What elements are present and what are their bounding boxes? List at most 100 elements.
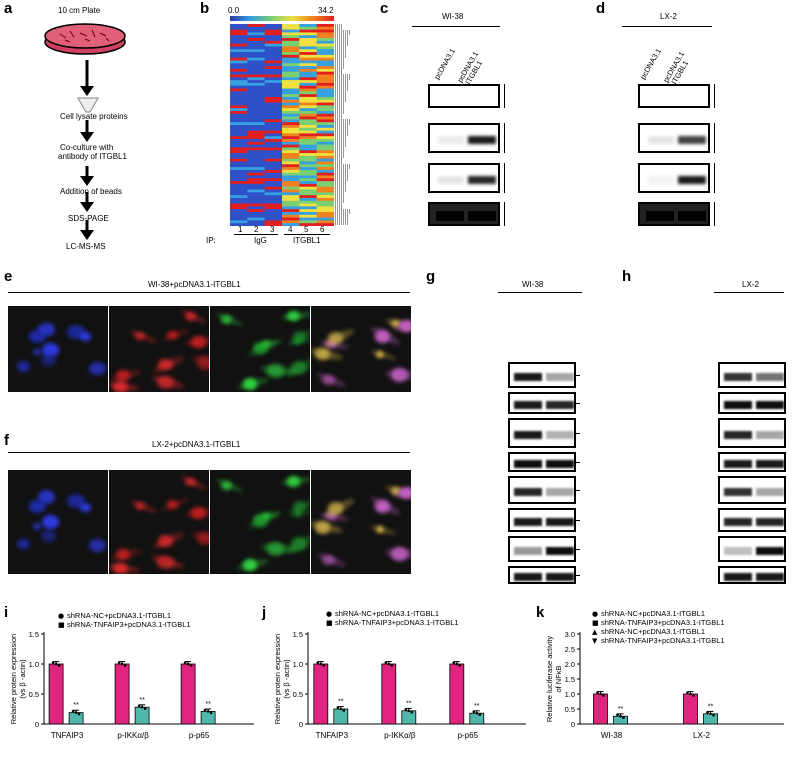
heatmap-cell [282, 49, 300, 53]
heatmap-cell [316, 223, 334, 226]
c-title-line [412, 26, 500, 27]
cell-body [215, 477, 244, 495]
heatmap-cell [316, 209, 334, 213]
cell [286, 476, 300, 487]
heatmap-cell [264, 57, 283, 61]
band [514, 431, 542, 439]
heatmap-cell [282, 91, 300, 95]
heatmap-cell [299, 200, 318, 205]
heatmap-cell [299, 91, 318, 95]
lane-5: 5 [304, 225, 309, 234]
heatmap-cell [247, 141, 266, 146]
heatmap-cell [230, 38, 248, 42]
heatmap-cell [299, 186, 318, 191]
cell [325, 511, 337, 521]
d-lane-1: pcDNA3.1 [638, 46, 664, 81]
heatmap-cell [247, 80, 266, 84]
heatmap-cell [299, 57, 318, 61]
cell [292, 331, 306, 342]
heatmap-cell [247, 189, 266, 193]
heatmap-cell [230, 183, 248, 188]
data-point [342, 709, 346, 712]
heatmap-gene-tick [335, 203, 343, 209]
heatmap-cell [230, 74, 248, 78]
heatmap-cell [264, 139, 283, 143]
heatmap-cell [282, 108, 300, 112]
bar-control [114, 663, 130, 725]
lane-2: 2 [254, 225, 259, 234]
heatmap-cell [247, 181, 266, 185]
heatmap-gene-tick [335, 130, 348, 136]
blot-box [638, 202, 710, 226]
band [756, 431, 784, 439]
heatmap-cell [247, 127, 266, 132]
data-point [686, 691, 689, 694]
bar-knockdown [68, 712, 84, 725]
heatmap-cell [230, 116, 248, 120]
heatmap-cell [316, 40, 334, 45]
bar-control [48, 663, 64, 725]
color-scale-bar [230, 16, 334, 21]
heatmap-cell [264, 35, 283, 39]
heatmap-cell [282, 141, 300, 146]
heatmap-cell [264, 108, 283, 112]
heatmap-cell [299, 71, 318, 75]
category-label: TNFAIP3 [51, 731, 84, 740]
heatmap-cell [230, 82, 248, 87]
kda-tick [576, 462, 580, 463]
heatmap-cell [247, 43, 266, 47]
heatmap-cell [299, 130, 318, 134]
heatmap-cell [282, 200, 300, 205]
heatmap-cell [247, 35, 266, 39]
heatmap-cell [299, 183, 318, 188]
blot-box [718, 476, 786, 504]
heatmap-cell [316, 29, 334, 33]
heatmap-cell [299, 68, 318, 73]
heatmap-cell [282, 82, 300, 87]
blot-box [718, 566, 786, 584]
heatmap-cell [264, 40, 283, 45]
heatmap-cell [230, 94, 248, 98]
heatmap-cell [264, 223, 283, 226]
cell [185, 312, 197, 321]
heatmap-cell [316, 38, 334, 42]
micrograph-itgbl1 [210, 306, 310, 392]
heatmap-cell [299, 217, 318, 221]
heatmap-cell [264, 181, 283, 185]
heatmap-cell [299, 105, 318, 109]
heatmap-cell [230, 24, 248, 28]
heatmap-cell [247, 96, 266, 101]
group-itgbl1: ITGBL1 [293, 236, 321, 245]
cell [167, 500, 179, 509]
heatmap-gene-tick [335, 68, 343, 75]
heatmap-cell [316, 49, 334, 53]
heatmap-cell [264, 43, 283, 47]
heatmap-cell [316, 133, 334, 137]
heatmap-cell [282, 85, 300, 90]
heatmap-cell [230, 108, 248, 112]
heatmap-cell [230, 52, 248, 56]
heatmap-cell [316, 54, 334, 59]
cell-body [184, 336, 209, 348]
cell [399, 487, 411, 500]
heatmap-cell [264, 206, 283, 210]
heatmap-cell [264, 161, 283, 165]
heatmap-cell [282, 175, 300, 179]
cell [266, 541, 285, 556]
data-point [692, 694, 695, 697]
blot-box [508, 452, 576, 472]
band [756, 547, 784, 555]
significance-label: ** [618, 706, 624, 713]
y-axis-label: of NFκB [554, 665, 563, 692]
heatmap-cell [316, 80, 334, 84]
heatmap-cell [316, 110, 334, 115]
heatmap-cell [230, 211, 248, 216]
heatmap-cell [230, 172, 248, 176]
heatmap-cell [299, 141, 318, 146]
heatmap-cell [230, 206, 248, 210]
heatmap-cell [282, 122, 300, 126]
heatmap-gene-tick [335, 197, 344, 203]
cell-body [315, 371, 347, 389]
step-coculture: Co-culture with [60, 143, 114, 152]
heatmap-cell [230, 60, 248, 64]
